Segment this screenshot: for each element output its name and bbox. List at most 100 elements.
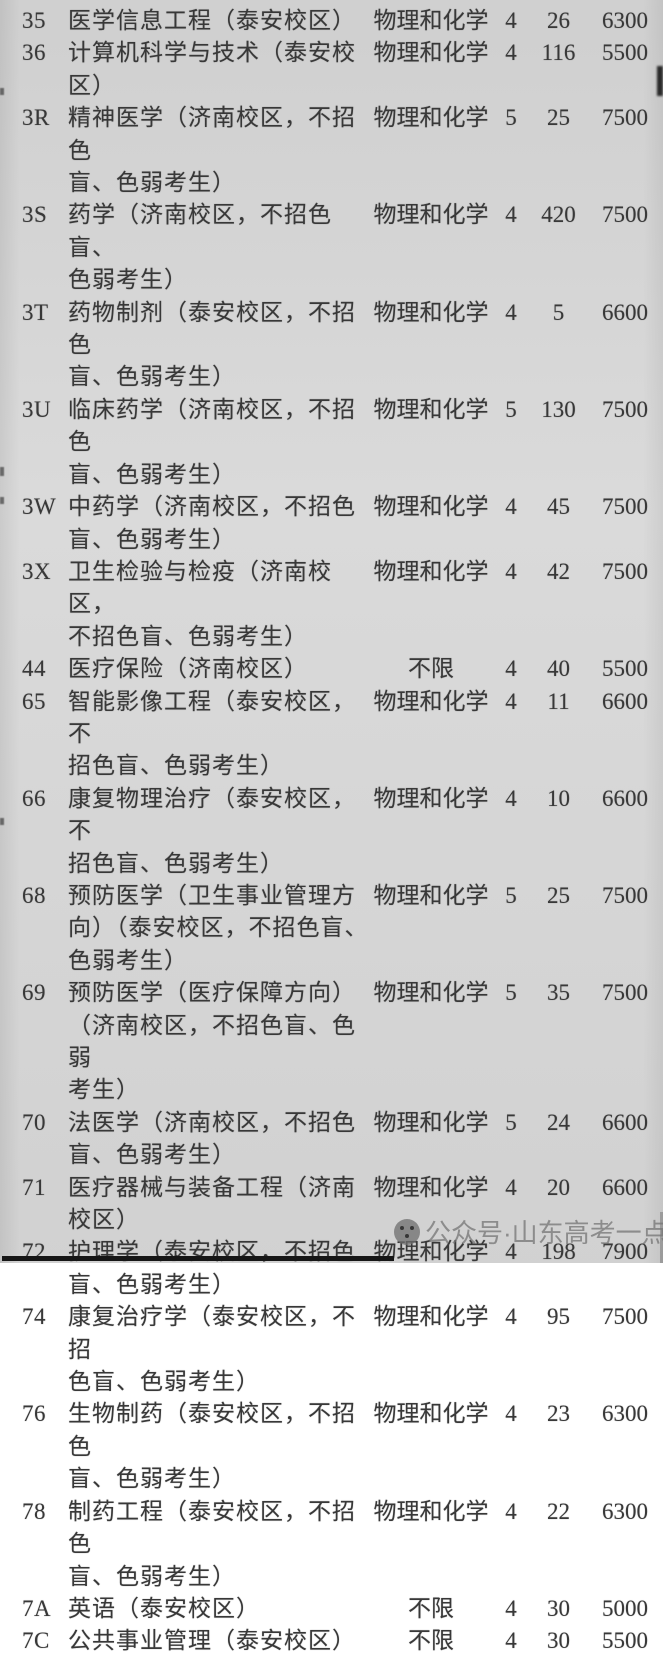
scan-artifact [660, 1212, 663, 1263]
tuition-fee: 7500 [602, 105, 648, 131]
study-years: 4 [505, 202, 517, 228]
study-years: 4 [505, 558, 517, 584]
tuition-fee: 7500 [602, 202, 648, 228]
program-code: 74 [22, 1304, 46, 1330]
plan-count: 420 [541, 202, 576, 228]
subject-requirement: 物理和化学 [373, 980, 489, 1006]
study-years: 4 [505, 688, 517, 714]
program-code: 3U [22, 396, 52, 422]
subject-requirement: 物理和化学 [373, 202, 489, 228]
plan-count: 24 [547, 1109, 570, 1135]
program-code: 72 [22, 1239, 46, 1265]
subject-requirement: 物理和化学 [373, 1239, 489, 1265]
table-row: 74 康复治疗学（泰安校区，不招 色盲、色弱考生） 物理和化学 4 95 750… [0, 1301, 663, 1398]
program-code: 76 [22, 1401, 46, 1427]
study-years: 5 [505, 882, 517, 908]
plan-count: 95 [547, 1304, 570, 1330]
table-row: 3T 药物制剂（泰安校区，不招色 盲、色弱考生） 物理和化学 4 5 6600 [0, 297, 663, 394]
plan-count: 25 [547, 105, 570, 131]
program-name: 护理学（泰安校区，不招色 盲、色弱考生） [68, 1239, 356, 1297]
table-row: 7C 公共事业管理（泰安校区） 不限 4 30 5500 [0, 1625, 663, 1657]
program-code: 7C [22, 1628, 50, 1654]
program-name: 临床药学（济南校区，不招色 盲、色弱考生） [68, 396, 356, 487]
admission-plan-table: 35 医学信息工程（泰安校区） 物理和化学 4 26 6300 36 计算机科学… [0, 5, 663, 1658]
plan-count: 11 [547, 688, 570, 714]
study-years: 4 [505, 40, 517, 66]
study-years: 5 [505, 1109, 517, 1135]
program-name: 卫生检验与检疫（济南校区， 不招色盲、色弱考生） [68, 558, 332, 649]
tuition-fee: 7500 [602, 494, 648, 520]
program-code: 3S [22, 202, 48, 228]
program-name: 预防医学（医疗保障方向） （济南校区，不招色盲、色弱 考生） [68, 980, 356, 1103]
table-row: 72 护理学（泰安校区，不招色 盲、色弱考生） 物理和化学 4 198 7900 [0, 1236, 663, 1301]
plan-count: 45 [547, 494, 570, 520]
table-bottom-border [2, 1256, 394, 1261]
table-row: 3S 药学（济南校区，不招色盲、 色弱考生） 物理和化学 4 420 7500 [0, 199, 663, 296]
scan-artifact [0, 467, 4, 476]
tuition-fee: 7500 [602, 1304, 648, 1330]
tuition-fee: 6300 [602, 1401, 648, 1427]
scan-artifact [0, 818, 4, 825]
plan-count: 30 [547, 1595, 570, 1621]
subject-requirement: 物理和化学 [373, 105, 489, 131]
study-years: 4 [505, 1628, 517, 1654]
table-row: 3X 卫生检验与检疫（济南校区， 不招色盲、色弱考生） 物理和化学 4 42 7… [0, 556, 663, 653]
plan-count: 40 [547, 656, 570, 682]
tuition-fee: 6600 [602, 688, 648, 714]
table-row: 3W 中药学（济南校区，不招色 盲、色弱考生） 物理和化学 4 45 7500 [0, 491, 663, 556]
tuition-fee: 5500 [602, 40, 648, 66]
program-code: 78 [22, 1498, 46, 1524]
plan-count: 30 [547, 1628, 570, 1654]
study-years: 4 [505, 785, 517, 811]
study-years: 4 [505, 1304, 517, 1330]
plan-count: 10 [547, 785, 570, 811]
table-row: 65 智能影像工程（泰安校区，不 招色盲、色弱考生） 物理和化学 4 11 66… [0, 686, 663, 783]
tuition-fee: 6300 [602, 1498, 648, 1524]
subject-requirement: 物理和化学 [373, 494, 489, 520]
program-name: 制药工程（泰安校区，不招色 盲、色弱考生） [68, 1498, 356, 1589]
program-code: 71 [22, 1174, 46, 1200]
table-row: 44 医疗保险（济南校区） 不限 4 40 5500 [0, 653, 663, 685]
program-name: 中药学（济南校区，不招色 盲、色弱考生） [68, 494, 356, 552]
tuition-fee: 6600 [602, 299, 648, 325]
program-code: 66 [22, 785, 46, 811]
program-code: 3X [22, 558, 52, 584]
scan-artifact [0, 497, 4, 504]
tuition-fee: 6600 [602, 1109, 648, 1135]
plan-count: 42 [547, 558, 570, 584]
program-code: 69 [22, 980, 46, 1006]
program-code: 7A [22, 1595, 52, 1621]
subject-requirement: 物理和化学 [373, 396, 489, 422]
subject-requirement: 物理和化学 [373, 1401, 489, 1427]
program-name: 生物制药（泰安校区，不招色 盲、色弱考生） [68, 1401, 356, 1492]
study-years: 5 [505, 980, 517, 1006]
program-code: 3T [22, 299, 49, 325]
tuition-fee: 5000 [602, 1595, 648, 1621]
tuition-fee: 6300 [602, 8, 648, 33]
tuition-fee: 7500 [602, 396, 648, 422]
program-name: 医学信息工程（泰安校区） [68, 8, 356, 33]
program-name: 医疗器械与装备工程（济南 校区） [68, 1174, 356, 1233]
study-years: 4 [505, 8, 517, 33]
subject-requirement: 物理和化学 [373, 882, 489, 908]
tuition-fee: 7900 [602, 1239, 648, 1265]
study-years: 5 [505, 396, 517, 422]
table-row: 78 制药工程（泰安校区，不招色 盲、色弱考生） 物理和化学 4 22 6300 [0, 1496, 663, 1593]
program-code: 36 [22, 40, 46, 66]
table-row: 71 医疗器械与装备工程（济南 校区） 物理和化学 4 20 6600 [0, 1172, 663, 1237]
subject-requirement: 不限 [408, 656, 454, 682]
plan-count: 130 [541, 396, 576, 422]
subject-requirement: 物理和化学 [373, 558, 489, 584]
subject-requirement: 物理和化学 [373, 688, 489, 714]
tuition-fee: 7500 [602, 980, 648, 1006]
program-name: 法医学（济南校区，不招色 盲、色弱考生） [68, 1109, 356, 1168]
plan-count: 26 [547, 8, 570, 33]
program-name: 康复治疗学（泰安校区，不招 色盲、色弱考生） [68, 1304, 356, 1395]
plan-count: 23 [547, 1401, 570, 1427]
table-row: 66 康复物理治疗（泰安校区，不 招色盲、色弱考生） 物理和化学 4 10 66… [0, 783, 663, 880]
tuition-fee: 7500 [602, 558, 648, 584]
subject-requirement: 物理和化学 [373, 40, 489, 66]
study-years: 4 [505, 1401, 517, 1427]
program-name: 药学（济南校区，不招色盲、 色弱考生） [68, 202, 332, 293]
